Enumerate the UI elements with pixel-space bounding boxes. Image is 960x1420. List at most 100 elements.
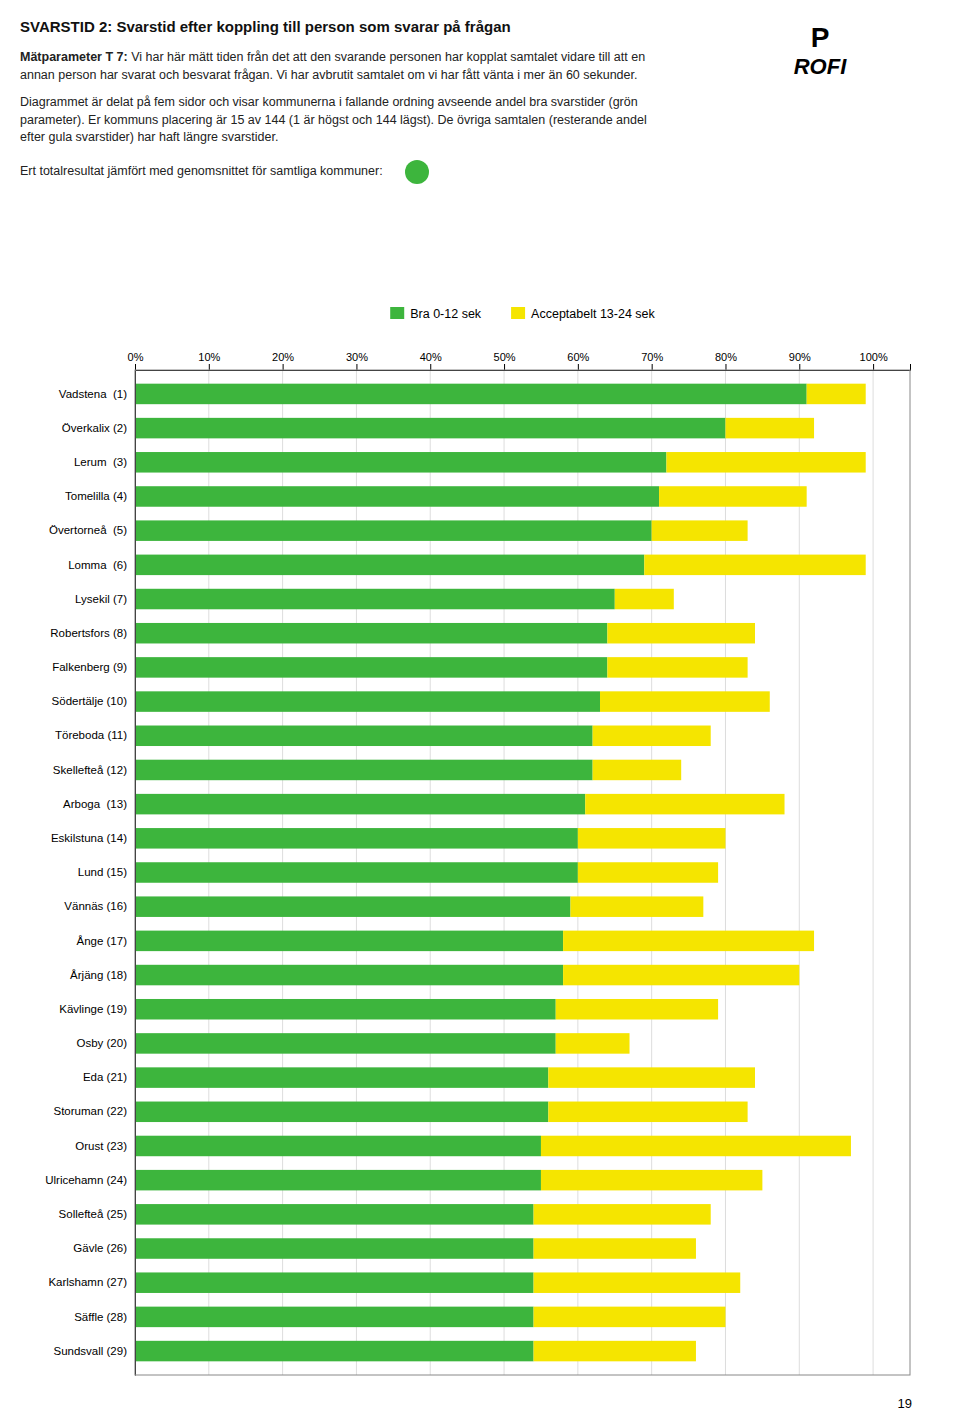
tick-label: Säffle (28) (74, 1311, 127, 1323)
bar (135, 862, 578, 883)
tick-label: Vadstena (1) (59, 388, 127, 400)
y-tick: Töreboda (11) (55, 729, 135, 741)
x-tick: 80% (715, 351, 737, 370)
tick-label: Vännäs (16) (64, 900, 127, 912)
bar (600, 691, 770, 712)
bar (135, 1341, 534, 1362)
bar (541, 1136, 851, 1157)
bar (556, 999, 718, 1020)
bar (135, 1238, 534, 1259)
bullet (397, 157, 437, 187)
y-tick: Falkenberg (9) (52, 661, 135, 673)
bar (135, 657, 607, 678)
tick-mark (430, 364, 431, 370)
bar (135, 486, 659, 507)
tick-label: Södertälje (10) (52, 695, 128, 707)
tick-label: 90% (789, 351, 811, 363)
bar (135, 384, 807, 405)
x-tick: 90% (789, 351, 811, 370)
tick-label: Osby (20) (77, 1037, 128, 1049)
y-tick: Lysekil (7) (75, 593, 135, 605)
page-number: 19 (898, 1396, 912, 1411)
bar (135, 1307, 534, 1328)
bar (135, 589, 615, 610)
legend-swatch (390, 307, 404, 319)
tick-label: Sundsvall (29) (53, 1345, 127, 1357)
bar (534, 1341, 696, 1362)
tick-label: 0% (128, 351, 144, 363)
tick-label: Orust (23) (75, 1140, 127, 1152)
y-tick: Arboga (13) (63, 798, 135, 810)
bar (548, 1067, 755, 1088)
y-tick: Sollefteå (25) (59, 1208, 135, 1220)
tick-label: Karlshamn (27) (48, 1276, 127, 1288)
bar (135, 1136, 541, 1157)
tick-label: Eskilstuna (14) (51, 832, 127, 844)
bar (578, 862, 718, 883)
tick-mark (209, 364, 210, 370)
tick-label: 30% (346, 351, 368, 363)
bar (563, 931, 814, 952)
logo-text: P (720, 22, 920, 54)
bar (644, 555, 865, 576)
tick-label: 40% (420, 351, 442, 363)
grid (135, 370, 873, 1375)
x-tick: 40% (420, 351, 442, 370)
tick-label: Lysekil (7) (75, 593, 127, 605)
tick-mark (135, 364, 136, 370)
bar (659, 486, 807, 507)
bar (135, 1170, 541, 1191)
tick-label: Lomma (6) (68, 559, 127, 571)
y-tick: Kävlinge (19) (59, 1003, 135, 1015)
bar (556, 1033, 630, 1054)
tick-label: Gävle (26) (73, 1242, 127, 1254)
bars (135, 384, 866, 1362)
bar (615, 589, 674, 610)
y-tick: Vadstena (1) (59, 388, 135, 400)
tick-label: Kävlinge (19) (59, 1003, 127, 1015)
bar (135, 726, 593, 747)
bar (135, 520, 652, 541)
x-tick: 70% (641, 351, 663, 370)
bar (135, 896, 570, 917)
tick-label: 70% (641, 351, 663, 363)
bar (135, 418, 725, 439)
bar (135, 1033, 556, 1054)
y-tick: Gävle (26) (73, 1242, 135, 1254)
y-tick: Ulricehamn (24) (45, 1174, 135, 1186)
bar-series (534, 384, 866, 1362)
y-tick: Överkalix (2) (62, 422, 135, 434)
tick-mark (504, 364, 505, 370)
bar (585, 794, 784, 815)
tick-label: Robertsfors (8) (50, 627, 127, 639)
subtitle: Mätparameter T 7: Vi har här mätt tiden … (20, 49, 670, 84)
tick-label: 20% (272, 351, 294, 363)
y-tick: Eda (21) (83, 1071, 135, 1083)
bar (607, 657, 747, 678)
x-tick: 20% (272, 351, 294, 370)
bar (652, 520, 748, 541)
y-tick: Ånge (17) (76, 935, 135, 947)
tick-label: 60% (567, 351, 589, 363)
x-tick: 10% (198, 351, 220, 370)
bar (534, 1307, 726, 1328)
y-tick: Årjäng (18) (70, 969, 135, 981)
x-tick: 60% (567, 351, 589, 370)
tick-mark (652, 364, 653, 370)
logo: PROFI (720, 22, 920, 80)
bar (807, 384, 866, 405)
logo-text: ROFI (720, 54, 920, 80)
bar (135, 1067, 548, 1088)
plot-frame (135, 370, 910, 1375)
legend-item: Bra 0-12 sek (390, 307, 482, 321)
tick-label: Lund (15) (78, 866, 127, 878)
legend-label: Bra 0-12 sek (410, 307, 482, 321)
bar (534, 1272, 741, 1293)
tick-mark (578, 364, 579, 370)
bar (135, 691, 600, 712)
bar (548, 1102, 747, 1123)
bar (135, 555, 644, 576)
bar (135, 623, 607, 644)
x-tick: 30% (346, 351, 368, 370)
x-tick: 0% (128, 351, 144, 370)
